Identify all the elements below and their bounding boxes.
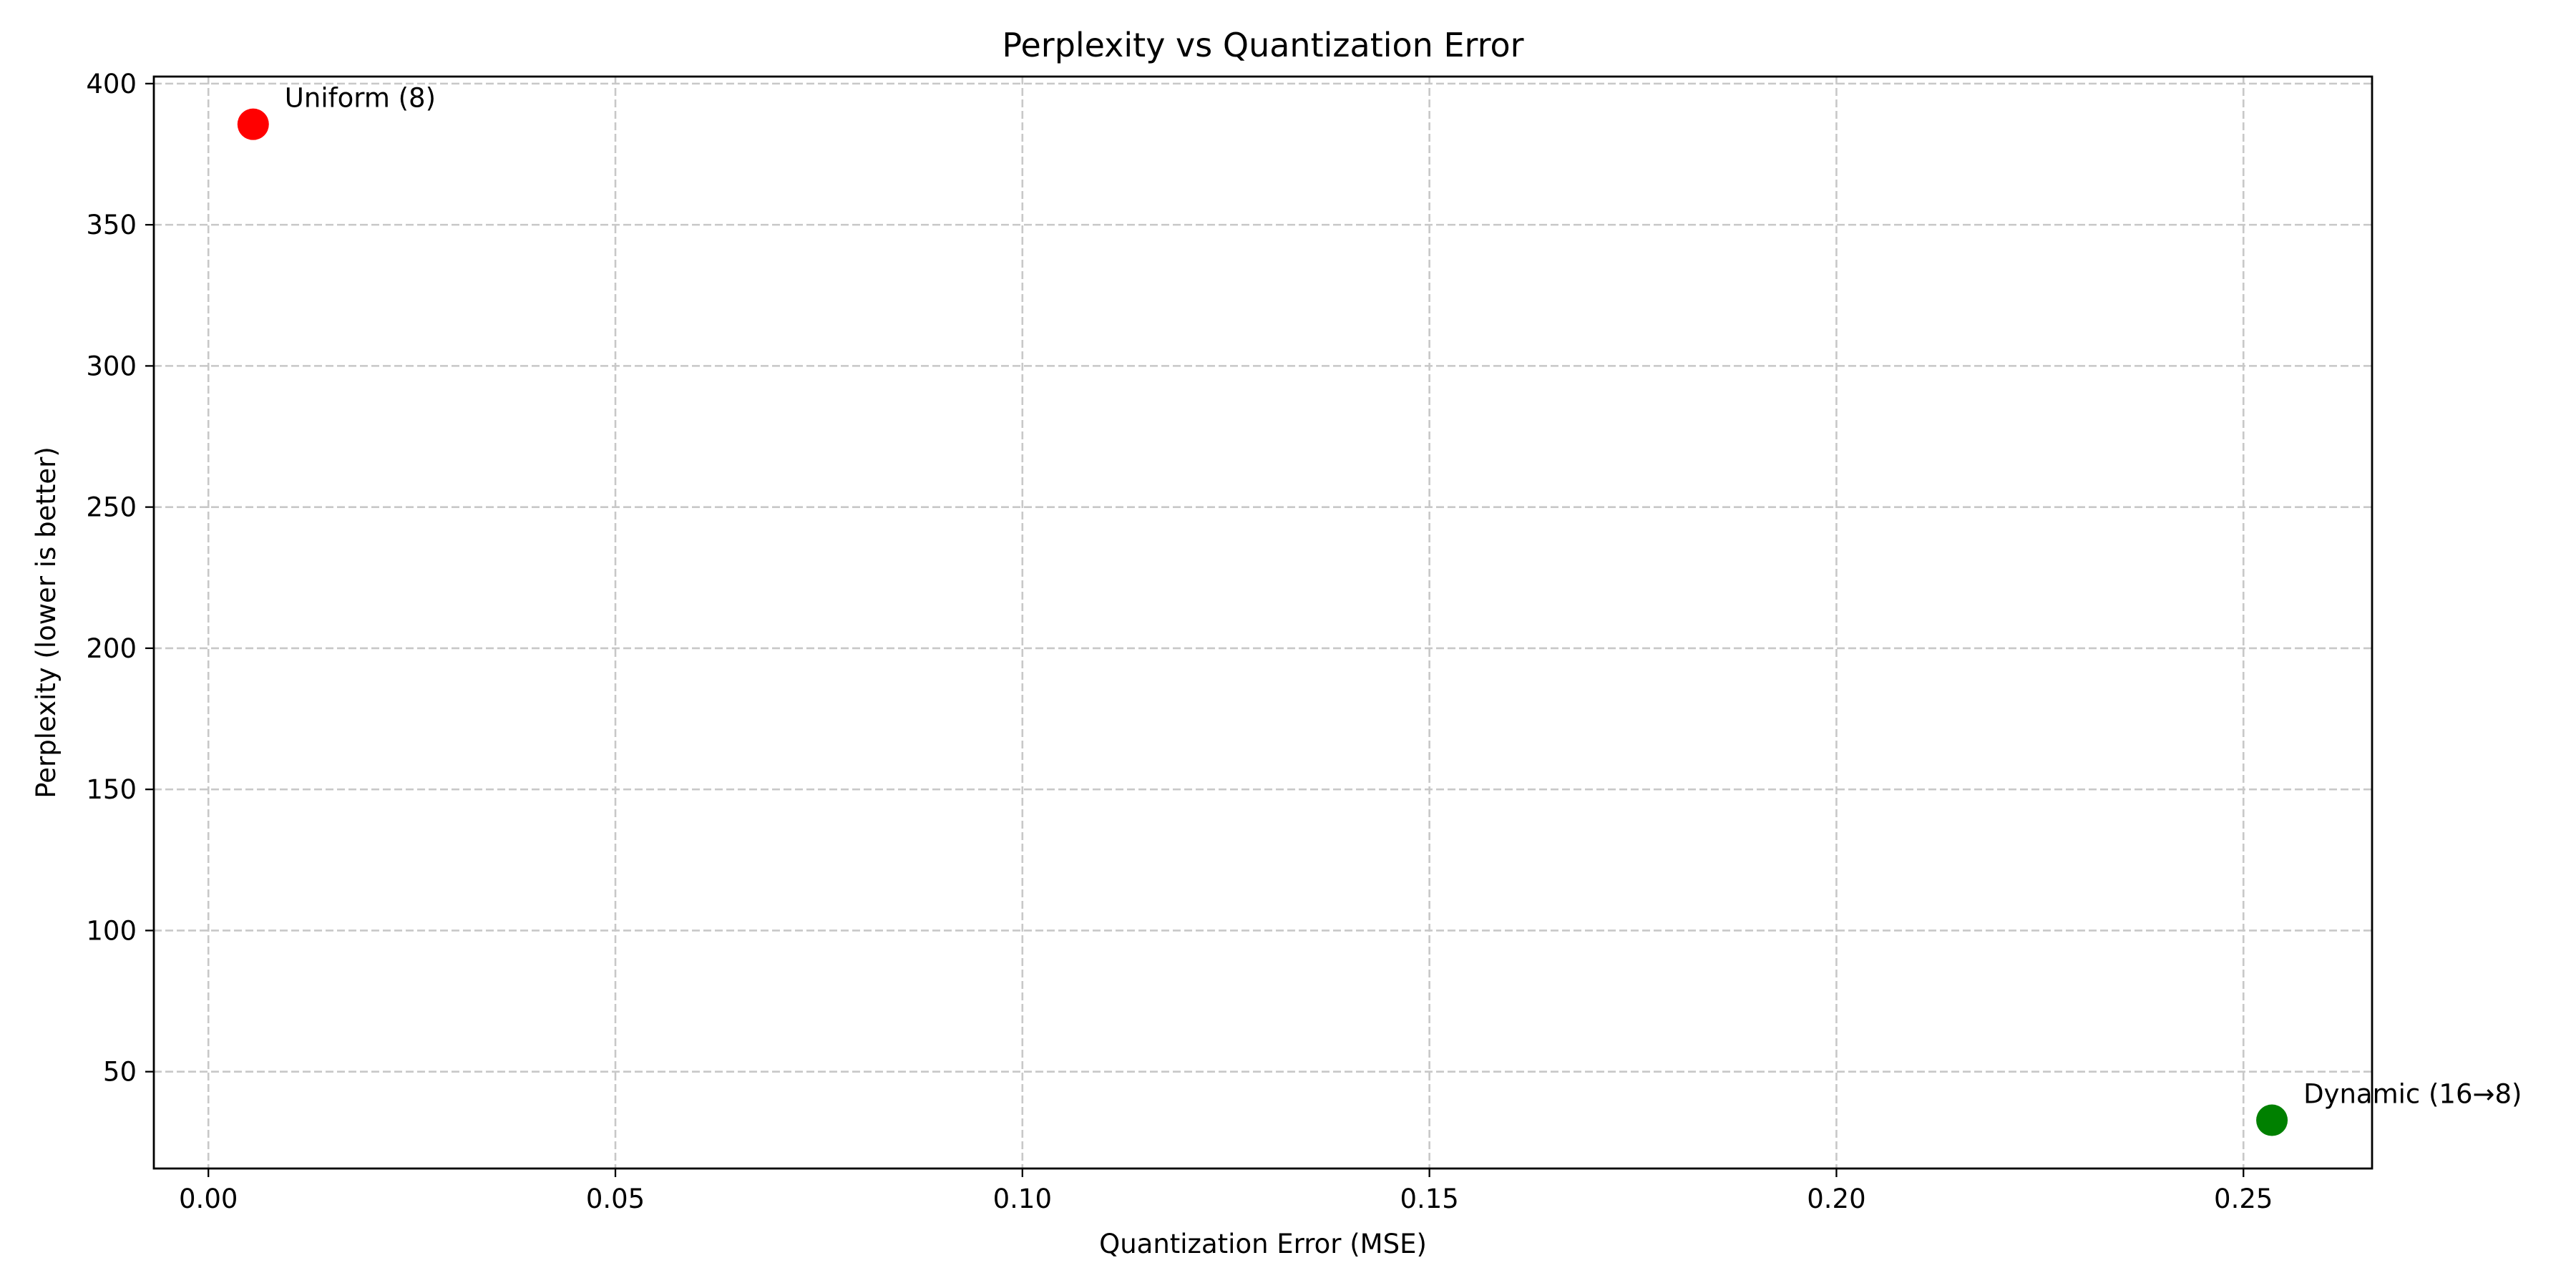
plot-area-background — [154, 77, 2372, 1169]
y-tick-label: 50 — [103, 1057, 137, 1088]
y-axis-label: Perplexity (lower is better) — [31, 447, 62, 799]
scatter-point — [2256, 1104, 2288, 1136]
x-tick-label: 0.05 — [586, 1184, 645, 1214]
x-tick-label: 0.25 — [2214, 1184, 2273, 1214]
scatter-point — [237, 108, 269, 140]
x-axis-ticks: 0.00 0.05 0.10 0.15 0.20 0.25 — [179, 1169, 2273, 1214]
y-tick-label: 400 — [86, 69, 137, 99]
y-axis-ticks: 50 100 150 200 250 300 350 400 — [86, 69, 154, 1088]
y-tick-label: 100 — [86, 915, 137, 946]
y-tick-label: 150 — [86, 774, 137, 805]
chart-title: Perplexity vs Quantization Error — [1002, 26, 1523, 64]
y-tick-label: 350 — [86, 210, 137, 240]
data-points: Uniform (8) Dynamic (16→8) — [237, 83, 2522, 1136]
y-grid — [154, 82, 2372, 1073]
x-tick-label: 0.20 — [1807, 1184, 1865, 1214]
x-tick-label: 0.15 — [1400, 1184, 1458, 1214]
y-tick-label: 250 — [86, 492, 137, 523]
x-tick-label: 0.10 — [993, 1184, 1052, 1214]
point-annotation: Uniform (8) — [285, 83, 436, 114]
y-tick-label: 200 — [86, 633, 137, 664]
x-axis-label: Quantization Error (MSE) — [1099, 1229, 1427, 1259]
point-annotation: Dynamic (16→8) — [2303, 1079, 2522, 1110]
x-tick-label: 0.00 — [179, 1184, 238, 1214]
y-tick-label: 300 — [86, 351, 137, 381]
plot-frame — [152, 75, 2373, 1170]
x-grid — [207, 77, 2245, 1169]
